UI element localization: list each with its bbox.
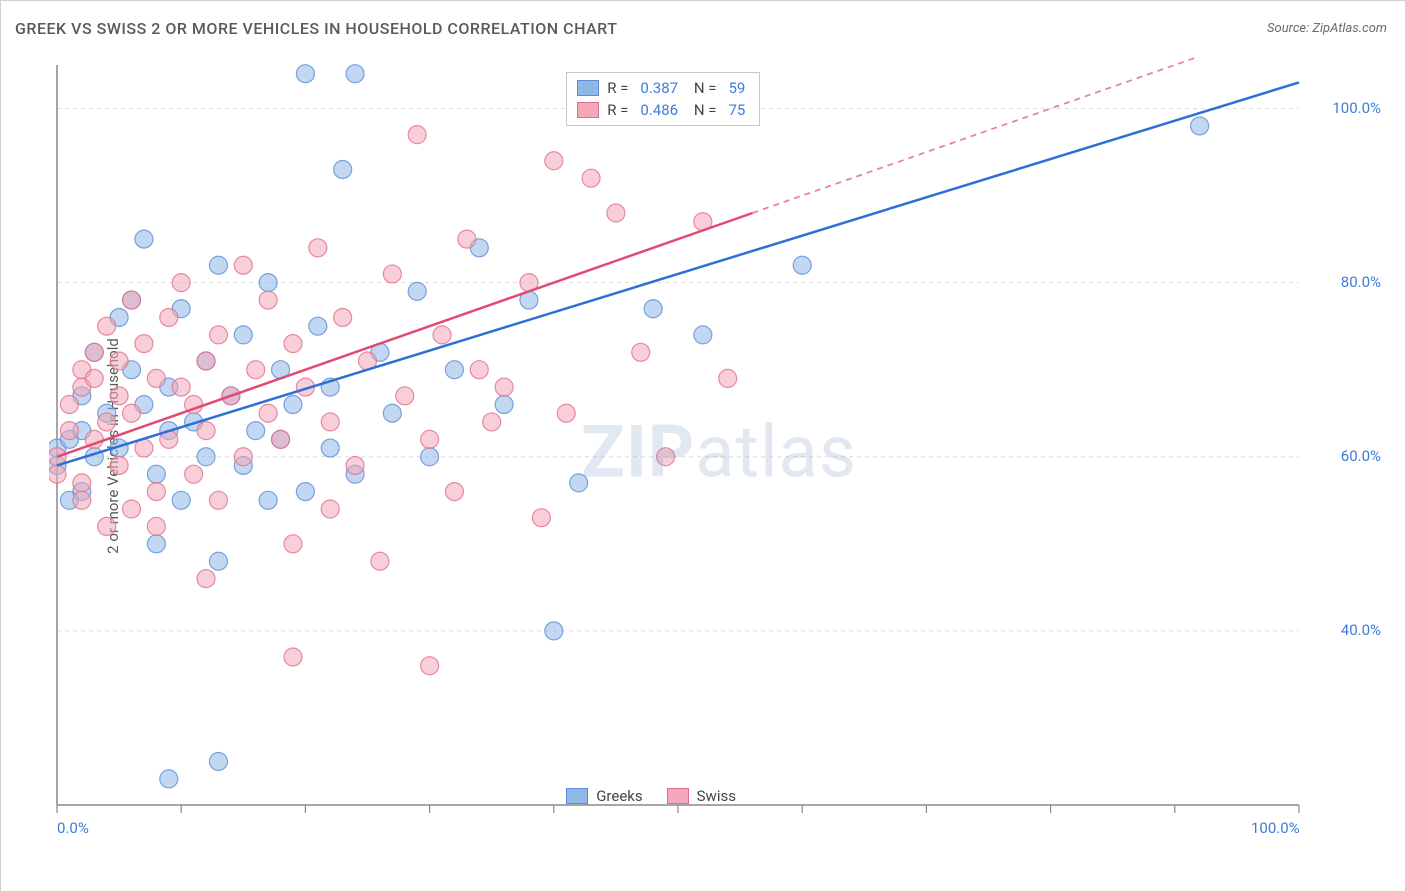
legend-r-label: R = bbox=[607, 101, 628, 119]
legend-n-value: 75 bbox=[728, 101, 745, 119]
y-tick-label: 60.0% bbox=[1341, 447, 1381, 465]
legend-r-value: 0.486 bbox=[640, 101, 678, 119]
legend-n-label: N = bbox=[690, 79, 716, 97]
chart-title: GREEK VS SWISS 2 OR MORE VEHICLES IN HOU… bbox=[15, 19, 617, 38]
correlation-legend: R = 0.387 N = 59R = 0.486 N = 75 bbox=[566, 72, 760, 126]
legend-row: R = 0.387 N = 59 bbox=[577, 77, 749, 99]
series-name: Swiss bbox=[697, 787, 736, 805]
plot-area: ZIPatlas R = 0.387 N = 59R = 0.486 N = 7… bbox=[49, 57, 1389, 847]
series-name: Greeks bbox=[596, 787, 642, 805]
x-tick-label: 100.0% bbox=[1251, 819, 1300, 837]
y-tick-label: 80.0% bbox=[1341, 273, 1381, 291]
y-tick-label: 40.0% bbox=[1341, 621, 1381, 639]
legend-swatch-icon bbox=[577, 102, 599, 118]
chart-container: GREEK VS SWISS 2 OR MORE VEHICLES IN HOU… bbox=[0, 0, 1406, 892]
legend-r-label: R = bbox=[607, 79, 628, 97]
source-label: Source: ZipAtlas.com bbox=[1267, 21, 1387, 36]
y-tick-label: 100.0% bbox=[1332, 99, 1381, 117]
legend-swatch-icon bbox=[566, 788, 588, 804]
legend-n-label: N = bbox=[690, 101, 716, 119]
legend-r-value: 0.387 bbox=[640, 79, 678, 97]
series-legend: Greeks Swiss bbox=[566, 787, 736, 805]
legend-n-value: 59 bbox=[728, 79, 745, 97]
scatter-plot-svg bbox=[49, 57, 1389, 847]
x-tick-label: 0.0% bbox=[57, 819, 89, 837]
legend-swatch-icon bbox=[577, 80, 599, 96]
series-legend-item: Swiss bbox=[667, 787, 736, 805]
series-legend-item: Greeks bbox=[566, 787, 642, 805]
legend-row: R = 0.486 N = 75 bbox=[577, 99, 749, 121]
legend-swatch-icon bbox=[667, 788, 689, 804]
